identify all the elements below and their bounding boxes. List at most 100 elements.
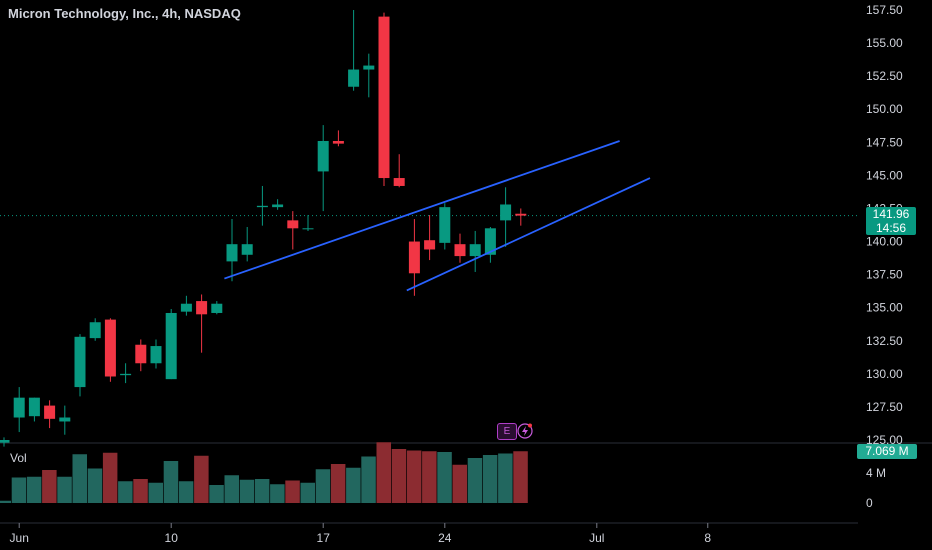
y-axis-tick-label: 155.00 — [866, 36, 903, 50]
candle-body — [44, 405, 56, 419]
candle-body — [378, 16, 390, 179]
lightning-icon[interactable] — [517, 423, 533, 439]
x-axis-tick-label: 17 — [317, 531, 331, 545]
candle-body — [332, 140, 344, 144]
candle-body — [165, 312, 177, 380]
candle-body — [74, 336, 86, 388]
volume-bar — [330, 464, 346, 503]
volume-bar — [391, 449, 407, 503]
candle-body — [484, 228, 496, 255]
y-axis-tick-label: 147.50 — [866, 135, 903, 149]
volume-bar — [0, 500, 11, 503]
candle-body — [272, 204, 284, 208]
trend-channel-line — [224, 140, 620, 280]
volume-bar — [437, 452, 452, 503]
candle-body — [515, 213, 527, 216]
volume-bar — [72, 454, 87, 503]
candle-body — [393, 178, 405, 186]
volume-bar — [315, 469, 331, 503]
candle-body — [211, 303, 223, 313]
volume-bar — [285, 480, 300, 503]
volume-bar — [194, 455, 209, 503]
volume-bar — [254, 479, 270, 503]
y-axis-tick-label: 150.00 — [866, 102, 903, 116]
volume-axis-tick-label: 4 M — [866, 466, 886, 480]
candle-body — [500, 204, 512, 221]
y-axis-tick-label: 157.50 — [866, 3, 903, 17]
volume-bar — [118, 481, 133, 503]
x-axis-tick-label: Jul — [589, 531, 604, 545]
volume-bar — [239, 479, 255, 503]
volume-bar — [452, 464, 467, 503]
volume-label: Vol — [10, 451, 27, 465]
y-axis-tick-label: 137.50 — [866, 268, 903, 282]
x-axis-tick-label: 24 — [438, 531, 452, 545]
candle-body — [196, 301, 208, 315]
x-axis-tick-label: Jun — [10, 531, 29, 545]
candle-body — [28, 397, 40, 417]
candle-body — [13, 397, 25, 418]
volume-bar — [224, 475, 239, 503]
earnings-badge[interactable]: E — [497, 423, 517, 440]
volume-bar — [422, 451, 437, 503]
candle-body — [408, 241, 420, 274]
volume-bar — [26, 476, 42, 503]
x-axis-tick-label: 10 — [165, 531, 179, 545]
volume-bar — [467, 458, 483, 503]
candle-body — [226, 244, 238, 262]
y-axis-tick-label: 127.50 — [866, 400, 903, 414]
volume-bar — [482, 455, 498, 503]
volume-bar — [11, 477, 27, 503]
volume-bar — [163, 461, 179, 503]
volume-bar — [498, 453, 513, 503]
y-axis-tick-label: 130.00 — [866, 367, 903, 381]
candle-body — [287, 220, 299, 229]
volume-bar — [133, 479, 148, 503]
volume-bar — [209, 485, 224, 503]
volume-bar — [300, 482, 315, 503]
volume-bar — [57, 476, 72, 503]
volume-axis-tick-label: 0 — [866, 496, 873, 510]
volume-bar — [406, 450, 422, 503]
y-axis-tick-label: 125.00 — [866, 433, 903, 447]
volume-bar — [42, 470, 57, 503]
y-axis-tick-label: 152.50 — [866, 69, 903, 83]
candle-body — [180, 303, 192, 312]
candle-body — [120, 373, 132, 376]
chart-title: Micron Technology, Inc., 4h, NASDAQ — [8, 6, 241, 21]
candle-body — [439, 207, 451, 243]
volume-value-badge: 7.069 M — [857, 444, 917, 459]
volume-bar — [361, 456, 376, 503]
volume-bar — [148, 482, 163, 503]
candle-body — [89, 322, 101, 339]
candle-body — [363, 65, 375, 70]
y-axis-tick-label: 132.50 — [866, 334, 903, 348]
candle-body — [302, 228, 314, 230]
volume-bar — [513, 451, 528, 503]
candle-body — [104, 319, 116, 377]
candle-body — [454, 244, 466, 257]
candle-body — [241, 244, 253, 255]
candle-body — [0, 440, 10, 443]
volume-bar — [178, 481, 194, 503]
last-price-badge: 141.96 14:56 — [866, 207, 916, 235]
candle-body — [135, 344, 147, 364]
y-axis-tick-label: 135.00 — [866, 301, 903, 315]
y-axis-tick-label: 145.00 — [866, 168, 903, 182]
candle-body — [256, 205, 268, 208]
volume-bar — [376, 442, 391, 503]
volume-bar — [102, 452, 118, 503]
x-axis-tick-label: 8 — [704, 531, 711, 545]
candle-body — [424, 240, 436, 250]
candle-body — [469, 244, 481, 257]
candle-body — [59, 417, 71, 422]
volume-bar — [270, 484, 285, 503]
y-axis-tick-label: 140.00 — [866, 235, 903, 249]
candle-body — [150, 346, 162, 364]
last-price-value: 141.96 — [872, 207, 910, 221]
candle-body — [348, 69, 360, 87]
volume-bar — [346, 467, 361, 503]
trend-channel-line — [406, 177, 651, 292]
bar-countdown: 14:56 — [875, 221, 907, 235]
